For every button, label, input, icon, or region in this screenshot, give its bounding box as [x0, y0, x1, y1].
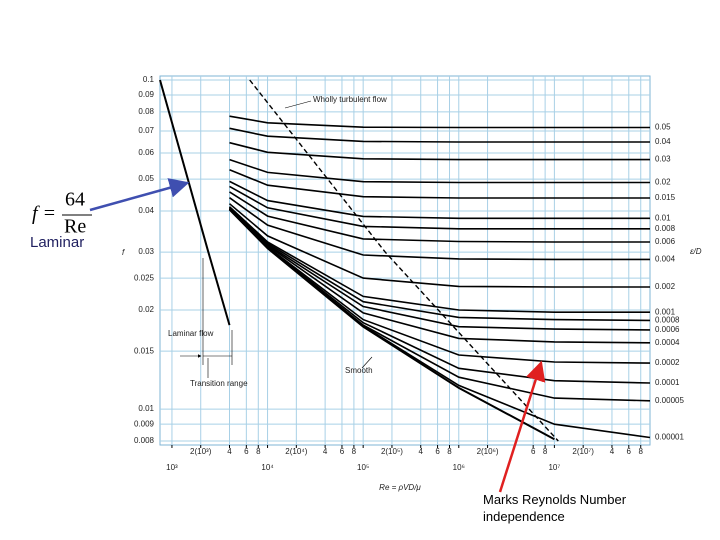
- x-tick-label: 6: [244, 447, 249, 456]
- x-tick-label: 4: [419, 447, 424, 456]
- y-tick-label: 0.09: [138, 90, 154, 99]
- laminar-line: [159, 79, 231, 326]
- x-tick-label: 4: [323, 447, 328, 456]
- friction-curve: [228, 207, 651, 344]
- y-axis-label: f: [122, 248, 125, 257]
- roughness-label: 0.00001: [655, 433, 684, 442]
- plot: 0.1 0.09 0.08 0.07 0.06 0.05 0.04 0.03 0.025 0.02…: [122, 75, 702, 492]
- y-tick-label: 0.009: [134, 419, 155, 428]
- roughness-label: 0.004: [655, 255, 676, 264]
- leader: [361, 356, 373, 369]
- x-tick-label: 10⁴: [261, 463, 274, 472]
- x-tick-label: 8: [639, 447, 644, 456]
- y-tick-label: 0.02: [138, 305, 154, 314]
- formula-lhs: f =: [32, 203, 56, 225]
- transition-label: Transition range: [190, 379, 248, 388]
- x-tick-label: 6: [435, 447, 440, 456]
- roughness-label: 0.05: [655, 123, 671, 132]
- y-tick-label: 0.025: [134, 273, 155, 282]
- x-tick-label: 8: [543, 447, 548, 456]
- x-tick-label: 8: [352, 447, 357, 456]
- y-tick-label: 0.1: [143, 75, 155, 84]
- roughness-label: 0.006: [655, 237, 676, 246]
- laminar-flow-label: Laminar flow: [168, 329, 214, 338]
- roughness-label: 0.0002: [655, 358, 680, 367]
- note-arrow: [498, 360, 546, 493]
- formula-arrow: [89, 178, 190, 212]
- roughness-label: 0.0008: [655, 316, 680, 325]
- roughness-label: 0.0004: [655, 338, 680, 347]
- roughness-label: 0.02: [655, 178, 671, 187]
- friction-curve: [229, 127, 650, 143]
- x-tick-label: 6: [340, 447, 345, 456]
- friction-curve: [229, 158, 650, 184]
- roughness-label: 0.01: [655, 213, 671, 222]
- roughness-label: 0.001: [655, 307, 676, 316]
- laminar-label: Laminar: [30, 234, 84, 251]
- x-tick-label: 8: [447, 447, 452, 456]
- friction-curve: [229, 115, 650, 129]
- friction-curve: [229, 141, 650, 161]
- roughness-label: 0.008: [655, 224, 676, 233]
- turbulent-boundary: [249, 79, 559, 442]
- x-tick-label: 4: [227, 447, 232, 456]
- x-tick-label: 6: [627, 447, 632, 456]
- x-tick-label: 2(10⁶): [477, 447, 499, 456]
- x-tick-label: 2(10⁷): [572, 447, 594, 456]
- friction-curve: [229, 185, 650, 230]
- x-axis-label: Re = ρVD/μ: [379, 483, 421, 492]
- formula-denominator: Re: [64, 216, 86, 238]
- smooth-label: Smooth: [345, 366, 373, 375]
- friction-curve: [229, 180, 650, 220]
- x-tick-label: 8: [256, 447, 261, 456]
- y-tick-label: 0.06: [138, 148, 154, 157]
- y-tick-label: 0.07: [138, 126, 154, 135]
- x-tick-label: 2(10⁴): [285, 447, 307, 456]
- y-tick-label: 0.01: [138, 404, 154, 413]
- y-tick-label: 0.015: [134, 346, 155, 355]
- formula-numerator: 64: [65, 189, 85, 211]
- smooth-curve: [228, 208, 555, 441]
- y2-axis-label: ε/D: [690, 247, 702, 256]
- x-tick-label: 10⁷: [548, 463, 560, 472]
- roughness-label: 0.04: [655, 137, 671, 146]
- x-tick-label: 2(10³): [190, 447, 212, 456]
- friction-curve: [228, 203, 650, 288]
- x-tick-label: 6: [531, 447, 536, 456]
- friction-curve: [228, 206, 650, 313]
- x-tick-label: 10⁶: [453, 463, 465, 472]
- x-tick-label: 4: [610, 447, 615, 456]
- y-tick-label: 0.008: [134, 436, 155, 445]
- x-tick-label: 10⁵: [357, 463, 369, 472]
- note: Marks Reynolds Number independence: [483, 492, 627, 524]
- friction-curve: [229, 168, 650, 199]
- x-tick-label: 2(10⁵): [381, 447, 403, 456]
- turbulent-label: Wholly turbulent flow: [313, 95, 387, 104]
- plot-area: [159, 75, 651, 446]
- friction-curve: [229, 191, 650, 243]
- roughness-label: 0.03: [655, 155, 671, 164]
- roughness-label: 0.00005: [655, 396, 684, 405]
- friction-curve: [228, 206, 651, 322]
- y-tick-label: 0.04: [138, 206, 154, 215]
- roughness-label: 0.0001: [655, 378, 680, 387]
- x-tick-label: 10³: [166, 463, 178, 472]
- friction-curve: [229, 197, 650, 261]
- roughness-label: 0.015: [655, 193, 676, 202]
- y-tick-label: 0.08: [138, 107, 154, 116]
- roughness-label: 0.0006: [655, 325, 680, 334]
- leader: [284, 100, 312, 109]
- y-tick-label: 0.05: [138, 174, 154, 183]
- y-tick-label: 0.03: [138, 247, 154, 256]
- roughness-label: 0.002: [655, 282, 676, 291]
